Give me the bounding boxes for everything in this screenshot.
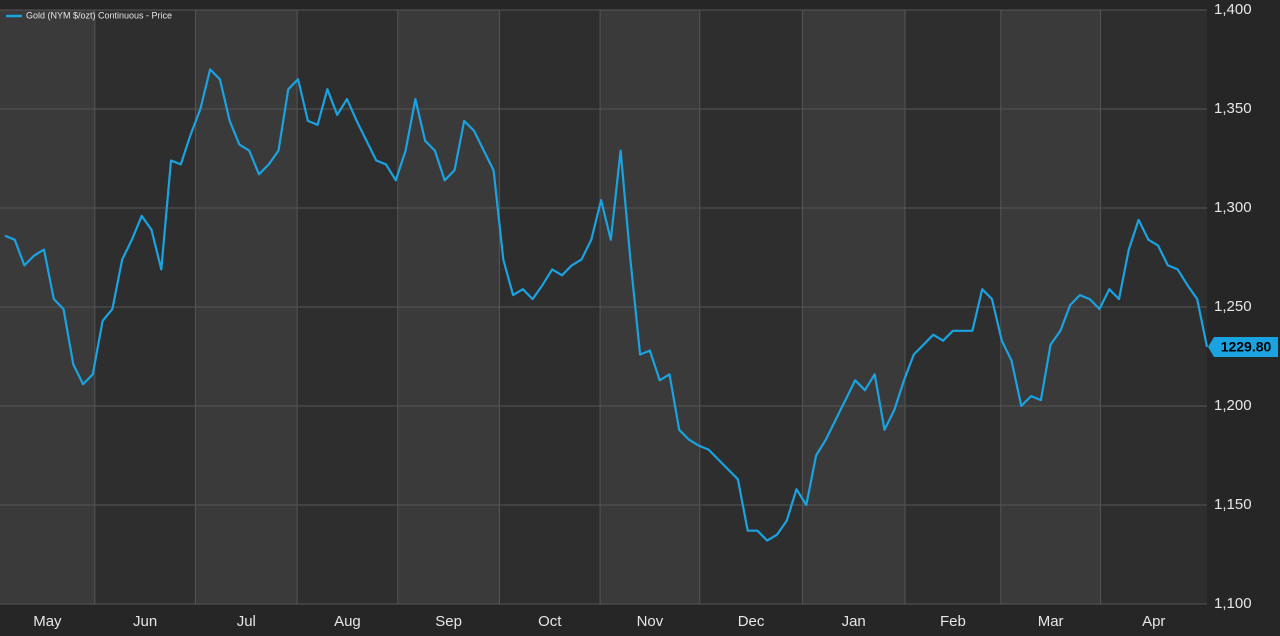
x-tick-label: May bbox=[33, 613, 62, 630]
x-tick-label: Jan bbox=[842, 613, 866, 630]
x-tick-label: Sep bbox=[435, 613, 462, 630]
x-tick-label: Dec bbox=[738, 613, 765, 630]
x-tick-label: Nov bbox=[637, 613, 664, 630]
y-tick-label: 1,250 bbox=[1214, 298, 1252, 315]
x-tick-label: Mar bbox=[1038, 613, 1064, 630]
y-tick-label: 1,100 bbox=[1214, 595, 1252, 612]
x-tick-label: Oct bbox=[538, 613, 562, 630]
legend-label: Gold (NYM $/ozt) Continuous - Price bbox=[26, 10, 172, 20]
y-tick-label: 1,400 bbox=[1214, 1, 1252, 18]
x-tick-label: Jul bbox=[237, 613, 256, 630]
x-tick-label: Jun bbox=[133, 613, 157, 630]
y-tick-label: 1,150 bbox=[1214, 496, 1252, 513]
x-tick-label: Aug bbox=[334, 613, 361, 630]
x-tick-label: Apr bbox=[1142, 613, 1165, 630]
y-tick-label: 1,300 bbox=[1214, 199, 1252, 216]
x-tick-label: Feb bbox=[940, 613, 966, 630]
last-value-tag bbox=[1208, 336, 1278, 357]
last-value-label: 1229.80 bbox=[1221, 339, 1272, 355]
y-tick-label: 1,350 bbox=[1214, 100, 1252, 117]
y-tick-label: 1,200 bbox=[1214, 397, 1252, 414]
price-line bbox=[4, 68, 1209, 542]
